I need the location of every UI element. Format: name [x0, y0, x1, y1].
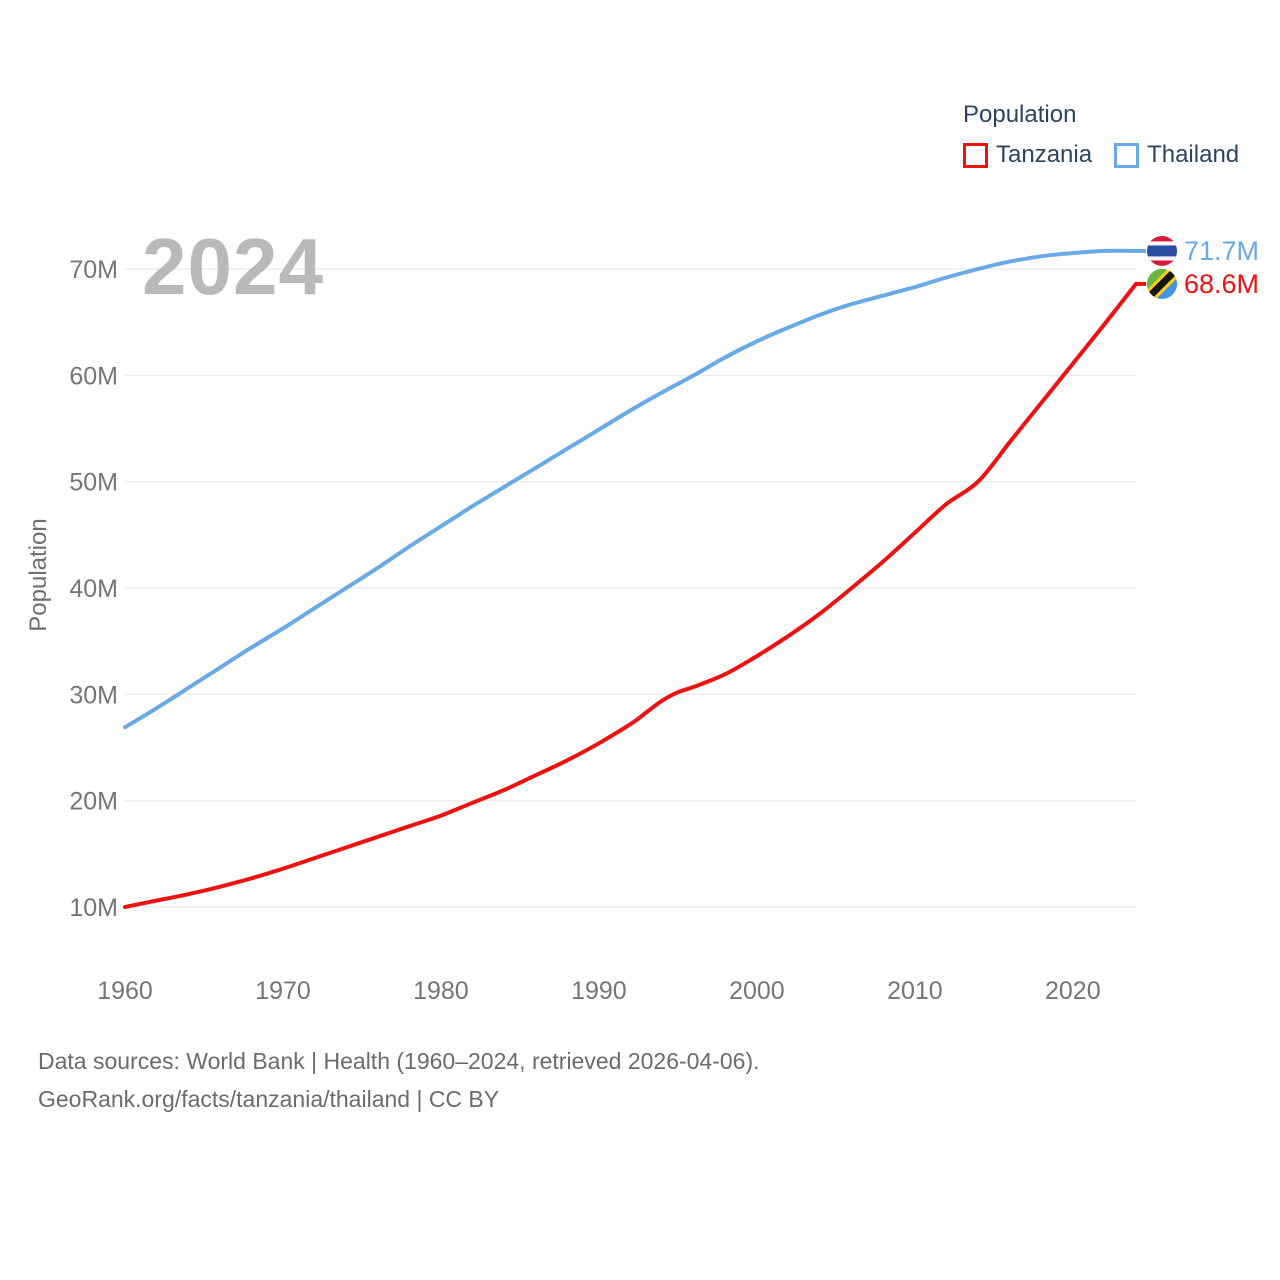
- x-tick-label: 2020: [1045, 977, 1101, 1005]
- x-tick-label: 1970: [255, 977, 311, 1005]
- y-tick-label: 50M: [69, 469, 118, 497]
- x-tick-label: 1960: [97, 977, 153, 1005]
- thailand-line[interactable]: [123, 248, 1138, 730]
- y-tick-label: 30M: [69, 681, 118, 709]
- footer-sources: Data sources: World Bank | Health (1960–…: [38, 1048, 760, 1074]
- legend-item-label: Tanzania: [996, 141, 1093, 168]
- population-chart: 10M 20M 30M 40M 50M 60M 70M 1960 1970 1980 1990 200…: [25, 235, 1259, 1005]
- legend-title: Population: [963, 101, 1077, 128]
- legend-item-thailand[interactable]: Thailand: [1114, 141, 1239, 169]
- tanzania-flag-icon: [1147, 268, 1177, 299]
- y-tick-label: 20M: [69, 788, 118, 816]
- tanzania-end-value: 68.6M: [1184, 269, 1259, 299]
- legend-item-label: Thailand: [1147, 141, 1240, 168]
- y-axis-title: Population: [25, 518, 52, 631]
- legend-items: Tanzania Thailand: [963, 141, 1239, 169]
- legend-item-tanzania[interactable]: Tanzania: [963, 141, 1092, 169]
- y-tick-label: 40M: [69, 575, 118, 603]
- x-tick-label: 1980: [413, 977, 469, 1005]
- footer: Data sources: World Bank | Health (1960–…: [38, 1042, 760, 1118]
- x-tick-label: 2000: [729, 977, 785, 1005]
- thailand-flag-icon: [1147, 235, 1177, 266]
- tanzania-swatch-icon: [963, 142, 988, 168]
- legend: Population Tanzania Thailand: [963, 101, 1239, 169]
- y-tick-label: 70M: [69, 256, 118, 284]
- y-tick-label: 10M: [69, 894, 118, 922]
- x-tick-label: 2010: [887, 977, 943, 1005]
- footer-link: GeoRank.org/facts/tanzania/thailand | CC…: [38, 1086, 500, 1112]
- y-tick-label: 60M: [69, 362, 118, 390]
- thailand-end-value: 71.7M: [1184, 236, 1259, 266]
- tanzania-line[interactable]: [123, 281, 1138, 909]
- x-tick-label: 1990: [571, 977, 627, 1005]
- thailand-swatch-icon: [1114, 142, 1140, 168]
